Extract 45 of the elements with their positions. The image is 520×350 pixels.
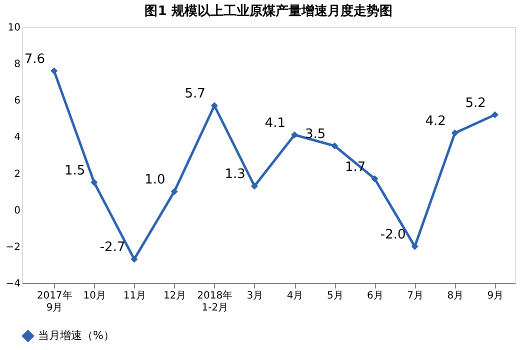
data-label: 7.6 (24, 52, 46, 67)
data-label: 1.0 (144, 172, 166, 188)
point (491, 111, 498, 118)
data-label: 5.7 (184, 86, 206, 102)
x-tick-label: 10月 (83, 290, 106, 302)
y-tick-label: 0 (14, 205, 20, 216)
y-tick-label: 6 (14, 96, 20, 107)
point (371, 175, 378, 182)
data-label: 4.1 (264, 116, 286, 131)
data-label: 5.2 (465, 96, 486, 111)
x-tick-label: 5月 (326, 290, 344, 302)
x-tick-label: 2017年9月 (36, 290, 72, 314)
data-label: 1.3 (224, 167, 246, 182)
data-label: 1.5 (64, 163, 86, 178)
point (170, 188, 178, 196)
x-tick-label: 11月 (123, 290, 146, 302)
point (411, 242, 418, 250)
y-tick-label: 2 (14, 168, 20, 180)
y-tick-label: −4 (6, 278, 20, 290)
data-label: 4.2 (425, 114, 446, 130)
x-tick-label: 6月 (367, 290, 384, 302)
x-tick-label: 9月 (487, 290, 504, 302)
x-tick-label: 8月 (447, 290, 464, 302)
data-label: -2.0 (380, 227, 406, 242)
x-tick-label: 3月 (246, 290, 264, 302)
point (250, 182, 258, 190)
point (291, 131, 298, 138)
x-tick-label: 4月 (286, 290, 304, 302)
point (331, 142, 338, 150)
point (90, 178, 98, 186)
point (210, 102, 218, 110)
data-label: -2.7 (100, 240, 126, 256)
y-tick-label: 8 (14, 59, 20, 70)
point (130, 256, 138, 263)
y-tick-label: 4 (14, 132, 20, 144)
point (50, 67, 58, 74)
data-label: 3.5 (304, 126, 326, 142)
chart-title: 图1 规模以上工业原煤产量增速月度走势图 (144, 3, 392, 19)
x-tick-label: 7月 (407, 290, 424, 302)
y-tick-label: −2 (6, 242, 20, 253)
x-tick-label: 2018年1-2月 (197, 290, 233, 314)
point (451, 130, 458, 137)
legend-label: 当月增速（%） (38, 329, 114, 342)
x-tick-label: 12月 (163, 290, 186, 302)
y-tick-label: 10 (8, 22, 20, 34)
